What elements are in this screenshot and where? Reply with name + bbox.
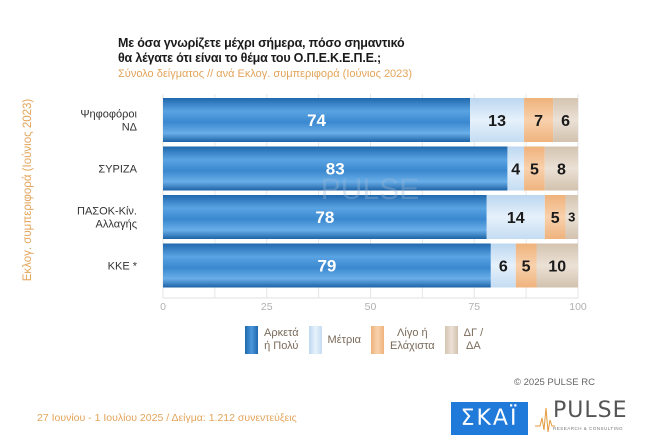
value-label: 10 xyxy=(548,258,566,275)
value-label: 6 xyxy=(561,113,570,130)
chart-legend: Αρκετά ή Πολύ Μέτρια Λίγο ή Ελάχιστα ΔΓ / Δ… xyxy=(245,326,483,354)
value-label: 83 xyxy=(326,160,345,179)
bar-segment xyxy=(163,98,471,142)
category-label: ΣΥΡΙΖΑ xyxy=(98,164,137,176)
category-label: Αλλαγής xyxy=(96,219,137,231)
legend-label: Λίγο ή Ελάχιστα xyxy=(390,327,435,352)
bar-segment xyxy=(163,146,508,191)
bar-segment xyxy=(553,98,578,142)
x-tick-label: 75 xyxy=(468,301,480,313)
bar-segment xyxy=(544,195,566,239)
legend-swatch xyxy=(444,326,458,354)
copyright: © 2025 PULSE RC xyxy=(514,377,595,388)
pulse-wave-icon xyxy=(535,407,555,433)
value-label: 7 xyxy=(534,113,543,130)
bar-segment xyxy=(515,243,537,288)
pulse-wordmark: PULSE xyxy=(553,398,628,423)
bar-segment xyxy=(536,243,578,288)
value-label: 5 xyxy=(522,258,531,275)
value-label: 78 xyxy=(315,208,334,227)
bar-segment xyxy=(490,243,516,288)
category-label: ΠΑΣΟΚ-Κίν. xyxy=(77,206,137,218)
category-label: ΝΔ xyxy=(122,122,138,134)
bar-segment xyxy=(544,146,578,191)
bar-segment xyxy=(565,195,578,239)
chart-title-line-1: Με όσα γνωρίζετε μέχρι σήμερα, πόσο σημα… xyxy=(118,36,405,50)
value-label: 14 xyxy=(507,210,525,227)
category-label: Ψηφοφόροι xyxy=(80,109,137,121)
value-label: 74 xyxy=(307,111,326,130)
bar-segment xyxy=(163,243,491,288)
x-tick-label: 0 xyxy=(160,301,166,313)
bar-segment xyxy=(470,98,525,142)
value-label: 5 xyxy=(551,210,560,227)
value-label: 13 xyxy=(488,113,506,130)
legend-label: Μέτρια xyxy=(327,333,362,346)
value-label: 6 xyxy=(499,258,508,275)
value-label: 3 xyxy=(568,210,575,225)
pulse-tagline: RESEARCH & CONSULTING xyxy=(553,426,624,431)
chart-title-line-2: θα λέγατε ότι είναι το θέμα του Ο.Π.Ε.Κ.… xyxy=(118,51,381,65)
value-label: 5 xyxy=(530,161,539,178)
value-label: 79 xyxy=(317,257,336,276)
x-tick-label: 25 xyxy=(261,301,273,313)
value-label: 4 xyxy=(511,161,520,178)
pulse-logo: PULSE RESEARCH & CONSULTING xyxy=(535,398,630,436)
bar-segment xyxy=(163,195,487,239)
bar-segment xyxy=(524,98,554,142)
legend-label: ΔΓ / ΔΑ xyxy=(463,327,484,352)
legend-label: Αρκετά ή Πολύ xyxy=(264,327,299,352)
legend-item: Λίγο ή Ελάχιστα xyxy=(371,326,435,354)
survey-info: 27 Ιουνίου - 1 Ιουλίου 2025 / Δείγμα: 1.… xyxy=(37,412,297,424)
legend-swatch xyxy=(308,326,322,354)
chart-subtitle: Σύνολο δείγματος // ανά Εκλογ. συμπεριφο… xyxy=(118,68,413,80)
bar-segment xyxy=(507,146,525,191)
skai-logo: ΣΚΑΪ xyxy=(451,402,528,435)
category-label: ΚΚΕ * xyxy=(108,261,138,273)
pulse-watermark: PULSE xyxy=(321,173,419,206)
value-label: 8 xyxy=(557,161,566,178)
legend-item: ΔΓ / ΔΑ xyxy=(444,326,484,354)
x-tick-label: 100 xyxy=(569,301,587,313)
legend-swatch xyxy=(245,326,258,354)
legend-item: Μέτρια xyxy=(308,326,362,354)
bar-segment xyxy=(486,195,545,239)
legend-swatch xyxy=(371,326,385,354)
chart-title: Με όσα γνωρίζετε μέχρι σήμερα, πόσο σημα… xyxy=(118,36,405,66)
legend-item: Αρκετά ή Πολύ xyxy=(245,326,299,354)
x-tick-label: 50 xyxy=(365,301,377,313)
bar-segment xyxy=(524,146,545,191)
